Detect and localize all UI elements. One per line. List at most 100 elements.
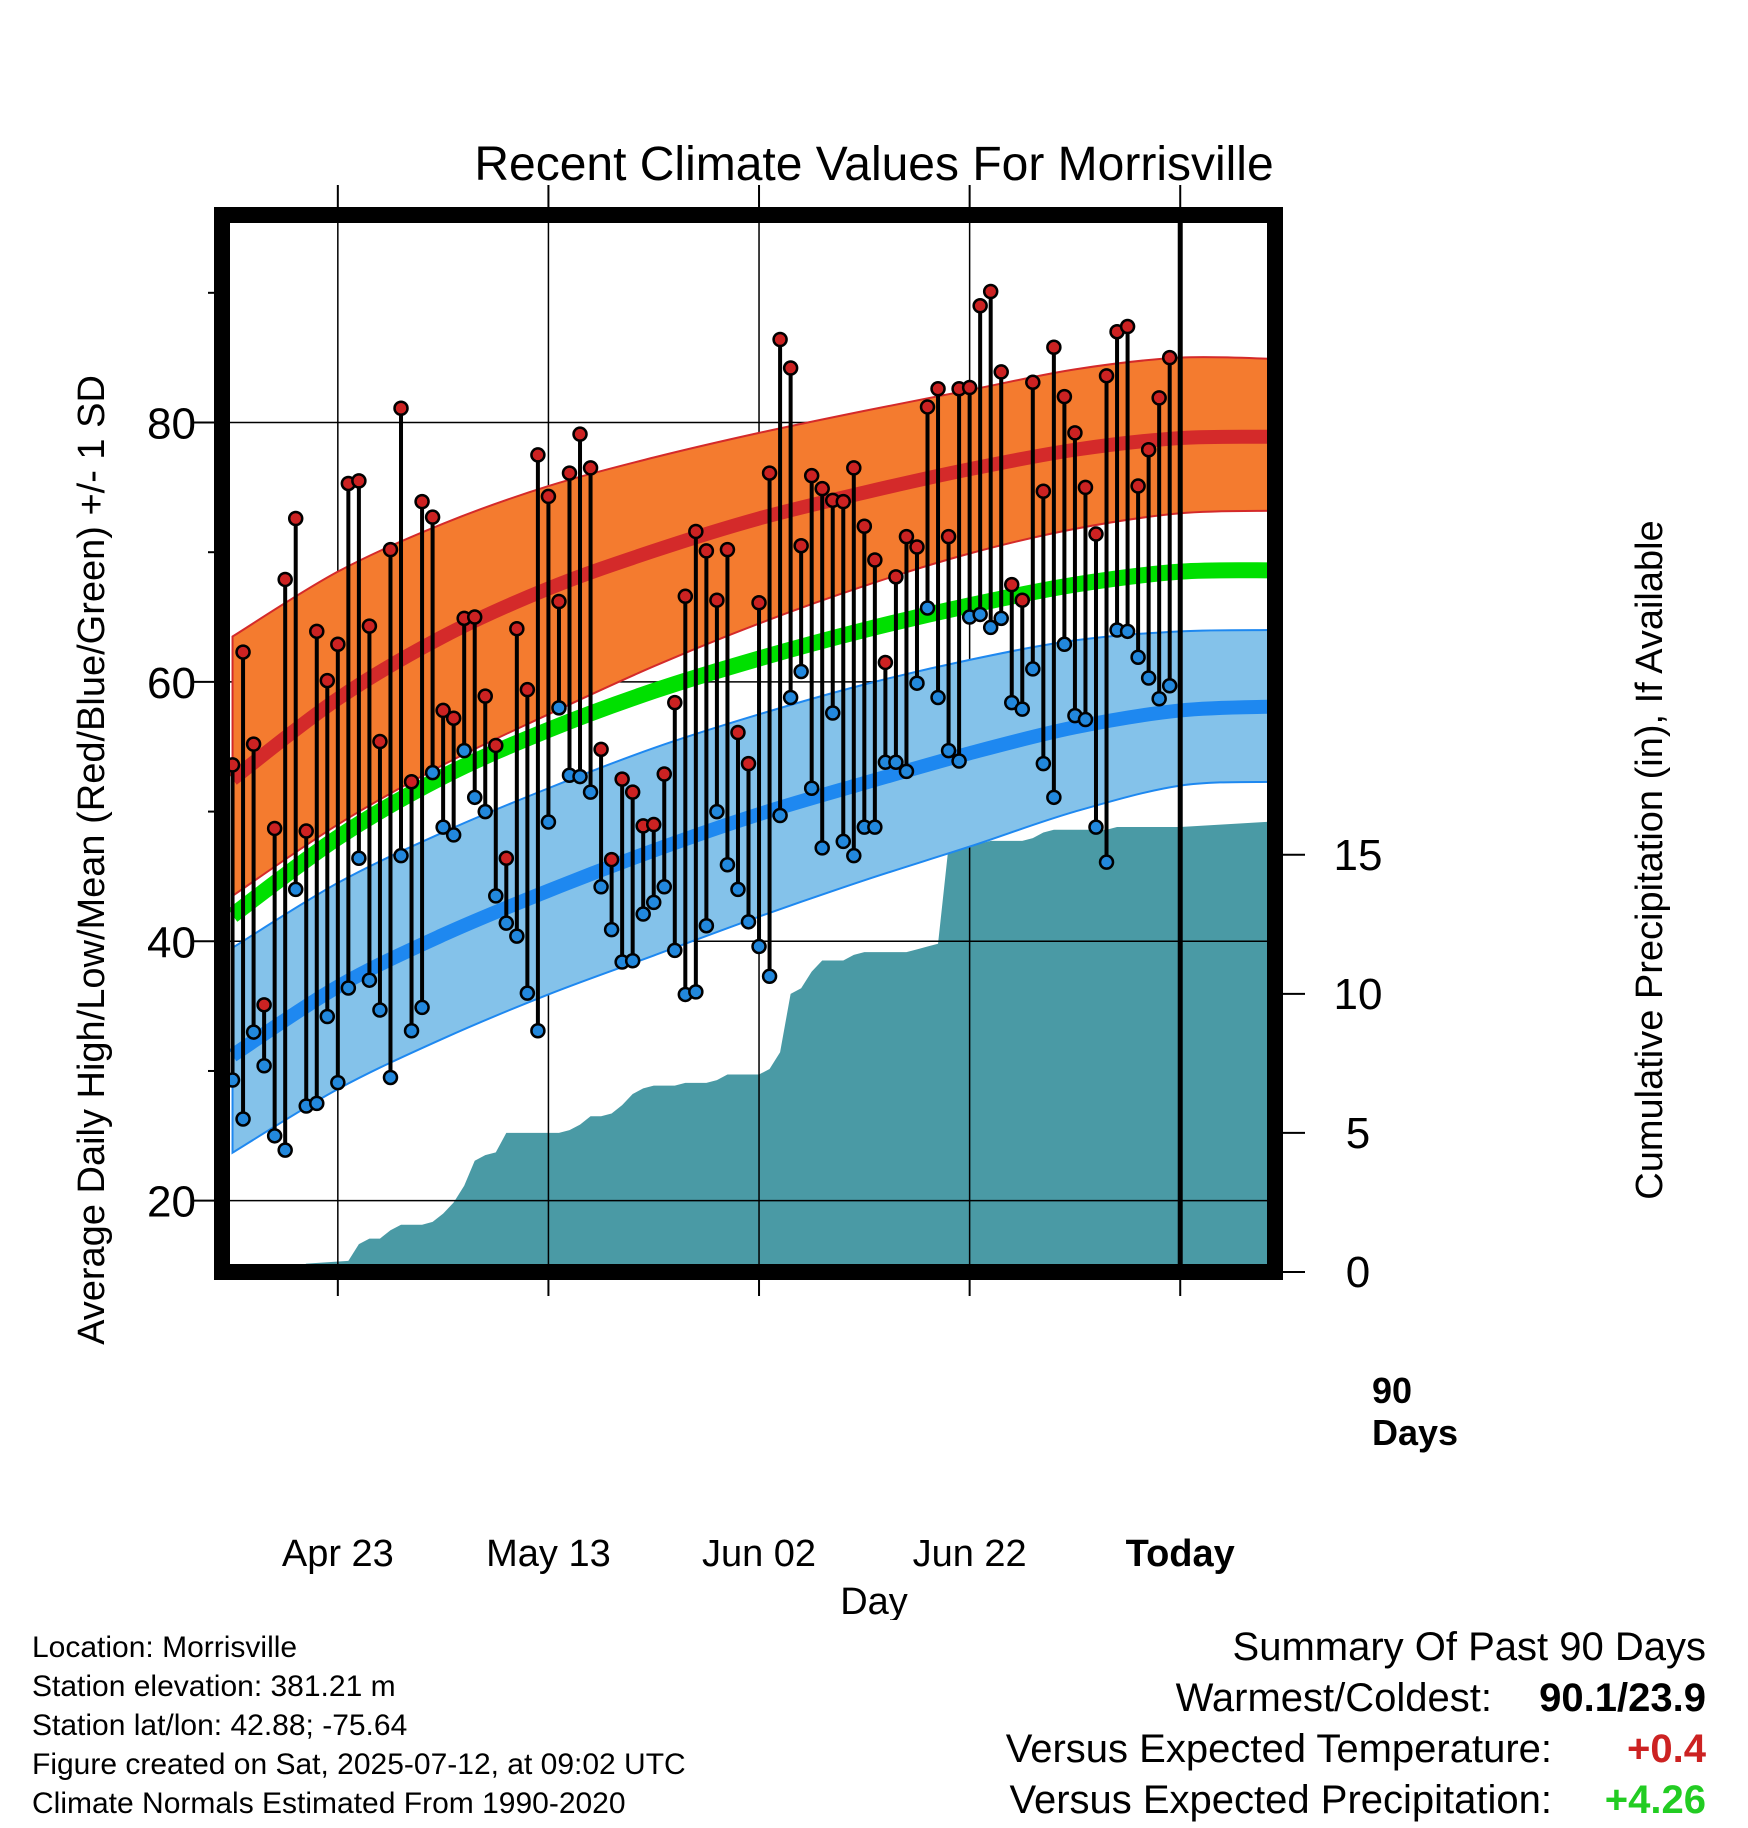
high-point [1004,576,1020,593]
summary-panel: Summary Of Past 90 Days Warmest/Coldest:… [1006,1622,1706,1826]
high-point [424,509,441,525]
low-point [793,663,809,680]
high-normal-line [228,429,1275,785]
high-point [909,539,925,555]
high-point [372,733,388,750]
high-point [488,737,504,754]
high-point [656,766,673,782]
low-point [698,917,715,934]
low-point [424,764,441,781]
high-point [730,724,746,741]
low-point [719,857,736,873]
high-point [466,609,483,625]
high-point [435,702,451,719]
high-point [266,820,283,837]
low-point [782,689,799,706]
low-point [803,780,820,796]
high-point [698,543,715,559]
latlon-text: Station lat/lon: 42.88; -75.64 [32,1709,408,1742]
low-point [488,888,504,904]
warm-cold-label: Warmest/Coldest: [1175,1676,1492,1720]
today-label-line1: 90 [1372,1370,1412,1411]
high-point [1130,478,1146,494]
high-point [624,784,641,800]
x-tick-label: Jun 02 [702,1533,816,1575]
low-point [509,928,525,944]
low-point [846,847,862,864]
low-point [287,881,304,898]
low-point [582,784,599,800]
summary-precip: Versus Expected Precipitation: +4.26 [1006,1775,1706,1826]
low-point [709,803,725,820]
high-point [709,592,725,608]
low-point [656,879,673,895]
high-point [561,465,578,481]
high-point [667,694,683,711]
low-point [361,972,378,988]
y-tick-label: 20 [147,1178,196,1227]
low-point [603,921,620,938]
low-point [498,915,515,931]
low-point [1035,755,1052,772]
low-point [530,1023,546,1039]
high-point [898,528,915,545]
high-point [1151,390,1167,406]
y-axis-label: Average Daily High/Low/Mean (Red/Blue/Gr… [71,375,113,1345]
low-point [645,894,662,911]
high-point [498,850,515,867]
x-axis-label: Day [840,1581,908,1620]
location-text: Location: Morrisville [32,1631,298,1664]
high-point [235,644,251,660]
high-point [382,541,399,558]
temp-label: Versus Expected Temperature: [1005,1727,1552,1771]
high-point [919,399,936,415]
high-point [740,755,757,772]
high-point [972,298,988,314]
high-point [930,381,946,397]
low-point [477,803,493,820]
elevation-text: Station elevation: 381.21 m [32,1670,396,1703]
climate-chart: Recent Climate Values For Morrisville 20… [71,138,1671,1620]
high-point [645,816,662,833]
x-tick-label: Today [1126,1533,1235,1575]
high-point [393,400,409,416]
low-point [835,833,852,850]
low-point [1119,623,1136,640]
precip-label: Versus Expected Precipitation: [1009,1778,1552,1822]
low-point [824,705,841,721]
low-point [466,789,483,806]
low-point [772,807,788,824]
temp-value: +0.4 [1627,1727,1706,1771]
y-tick-label: 40 [147,918,196,967]
high-point [940,528,957,545]
y2-tick-label: 15 [1334,831,1383,880]
low-point [245,1024,262,1040]
high-point [582,460,599,476]
y2-tick-label: 5 [1346,1109,1370,1158]
created-text: Figure created on Sat, 2025-07-12, at 09… [32,1748,686,1781]
high-point [551,593,567,610]
low-point [761,968,778,985]
precip-value: +4.26 [1604,1778,1706,1822]
x-tick-label: May 13 [486,1533,611,1575]
warm-cold-value: 90.1/23.9 [1539,1676,1706,1720]
station-info: Location: Morrisville Station elevation:… [32,1628,686,1823]
high-point [603,851,620,868]
low-point [993,610,1009,627]
high-point [888,569,904,585]
high-point [982,283,999,300]
high-point [361,618,378,634]
high-point [245,736,262,752]
low-point [751,938,767,955]
low-point [445,827,462,843]
y-tick-label: 60 [147,659,196,708]
high-point [1140,441,1157,458]
high-point [445,710,462,726]
high-point [256,997,272,1013]
low-point [1056,636,1073,653]
high-point [572,426,588,442]
low-point [1046,789,1062,806]
high-point [1035,483,1052,499]
low-point [593,879,609,895]
high-point [772,331,788,348]
